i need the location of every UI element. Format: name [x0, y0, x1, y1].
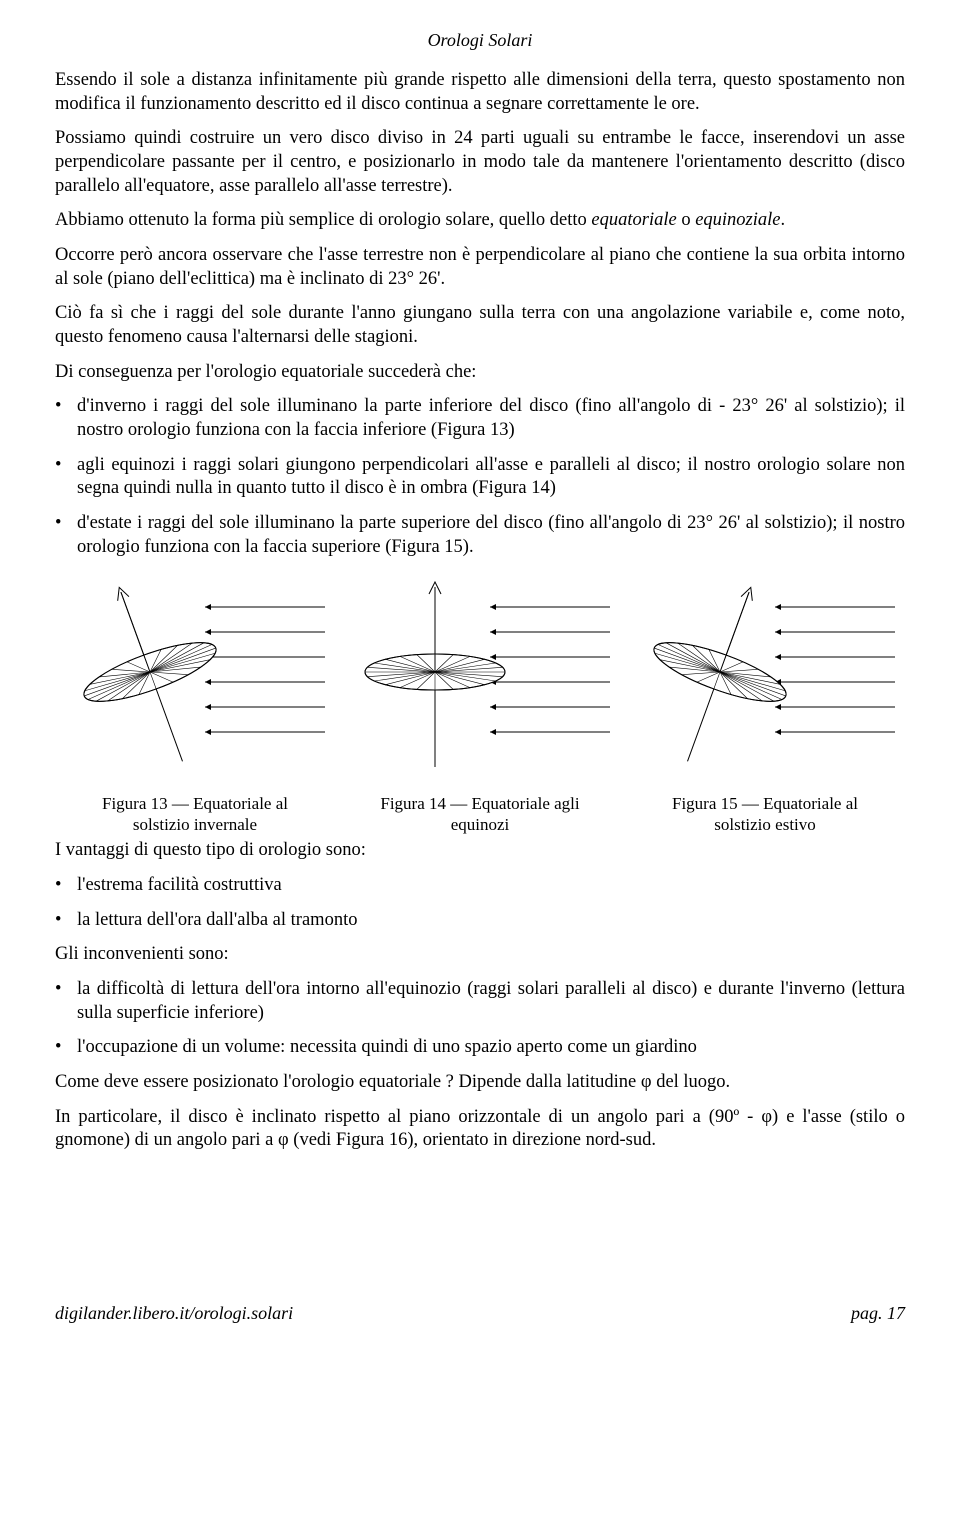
text-italic: equinoziale	[695, 210, 780, 230]
caption-line: Figura 14 — Equatoriale agli	[380, 794, 579, 813]
paragraph: Di conseguenza per l'orologio equatorial…	[55, 361, 905, 385]
paragraph: Ciò fa sì che i raggi del sole durante l…	[55, 302, 905, 349]
list-item: d'inverno i raggi del sole illuminano la…	[55, 395, 905, 442]
paragraph: Abbiamo ottenuto la forma più semplice d…	[55, 209, 905, 233]
figure-15-svg	[625, 577, 905, 787]
figure-15-caption: Figura 15 — Equatoriale al solstizio est…	[625, 794, 905, 835]
paragraph: I vantaggi di questo tipo di orologio so…	[55, 839, 905, 863]
paragraph: Gli inconvenienti sono:	[55, 943, 905, 967]
bullet-list: la difficoltà di lettura dell'ora intorn…	[55, 978, 905, 1060]
page: Orologi Solari Essendo il sole a distanz…	[0, 0, 960, 1344]
caption-line: equinozi	[451, 815, 510, 834]
list-item: l'estrema facilità costruttiva	[55, 874, 905, 898]
caption-line: solstizio invernale	[133, 815, 257, 834]
text: .	[780, 210, 785, 230]
bullet-list: l'estrema facilità costruttiva la lettur…	[55, 874, 905, 932]
caption-line: Figura 15 — Equatoriale al	[672, 794, 858, 813]
figure-13-caption: Figura 13 — Equatoriale al solstizio inv…	[55, 794, 335, 835]
figure-15: Figura 15 — Equatoriale al solstizio est…	[625, 577, 905, 835]
figure-14-caption: Figura 14 — Equatoriale agli equinozi	[340, 794, 620, 835]
figures-row: Figura 13 — Equatoriale al solstizio inv…	[55, 577, 905, 835]
list-item: d'estate i raggi del sole illuminano la …	[55, 512, 905, 559]
paragraph: Essendo il sole a distanza infinitamente…	[55, 69, 905, 116]
figure-13-svg	[55, 577, 335, 787]
page-title: Orologi Solari	[55, 30, 905, 51]
list-item: l'occupazione di un volume: necessita qu…	[55, 1036, 905, 1060]
text: Abbiamo ottenuto la forma più semplice d…	[55, 210, 591, 230]
footer-left: digilander.libero.it/orologi.solari	[55, 1303, 293, 1324]
list-item: agli equinozi i raggi solari giungono pe…	[55, 454, 905, 501]
figure-14: Figura 14 — Equatoriale agli equinozi	[340, 577, 620, 835]
text: o	[677, 210, 696, 230]
text-italic: equatoriale	[591, 210, 676, 230]
page-footer: digilander.libero.it/orologi.solari pag.…	[55, 1303, 905, 1324]
list-item: la lettura dell'ora dall'alba al tramont…	[55, 909, 905, 933]
footer-right: pag. 17	[851, 1303, 905, 1324]
figure-14-svg	[340, 577, 620, 787]
list-item: la difficoltà di lettura dell'ora intorn…	[55, 978, 905, 1025]
bullet-list: d'inverno i raggi del sole illuminano la…	[55, 395, 905, 559]
paragraph: Come deve essere posizionato l'orologio …	[55, 1071, 905, 1095]
paragraph: In particolare, il disco è inclinato ris…	[55, 1106, 905, 1153]
caption-line: Figura 13 — Equatoriale al	[102, 794, 288, 813]
caption-line: solstizio estivo	[714, 815, 816, 834]
figure-13: Figura 13 — Equatoriale al solstizio inv…	[55, 577, 335, 835]
paragraph: Possiamo quindi costruire un vero disco …	[55, 127, 905, 198]
paragraph: Occorre però ancora osservare che l'asse…	[55, 244, 905, 291]
